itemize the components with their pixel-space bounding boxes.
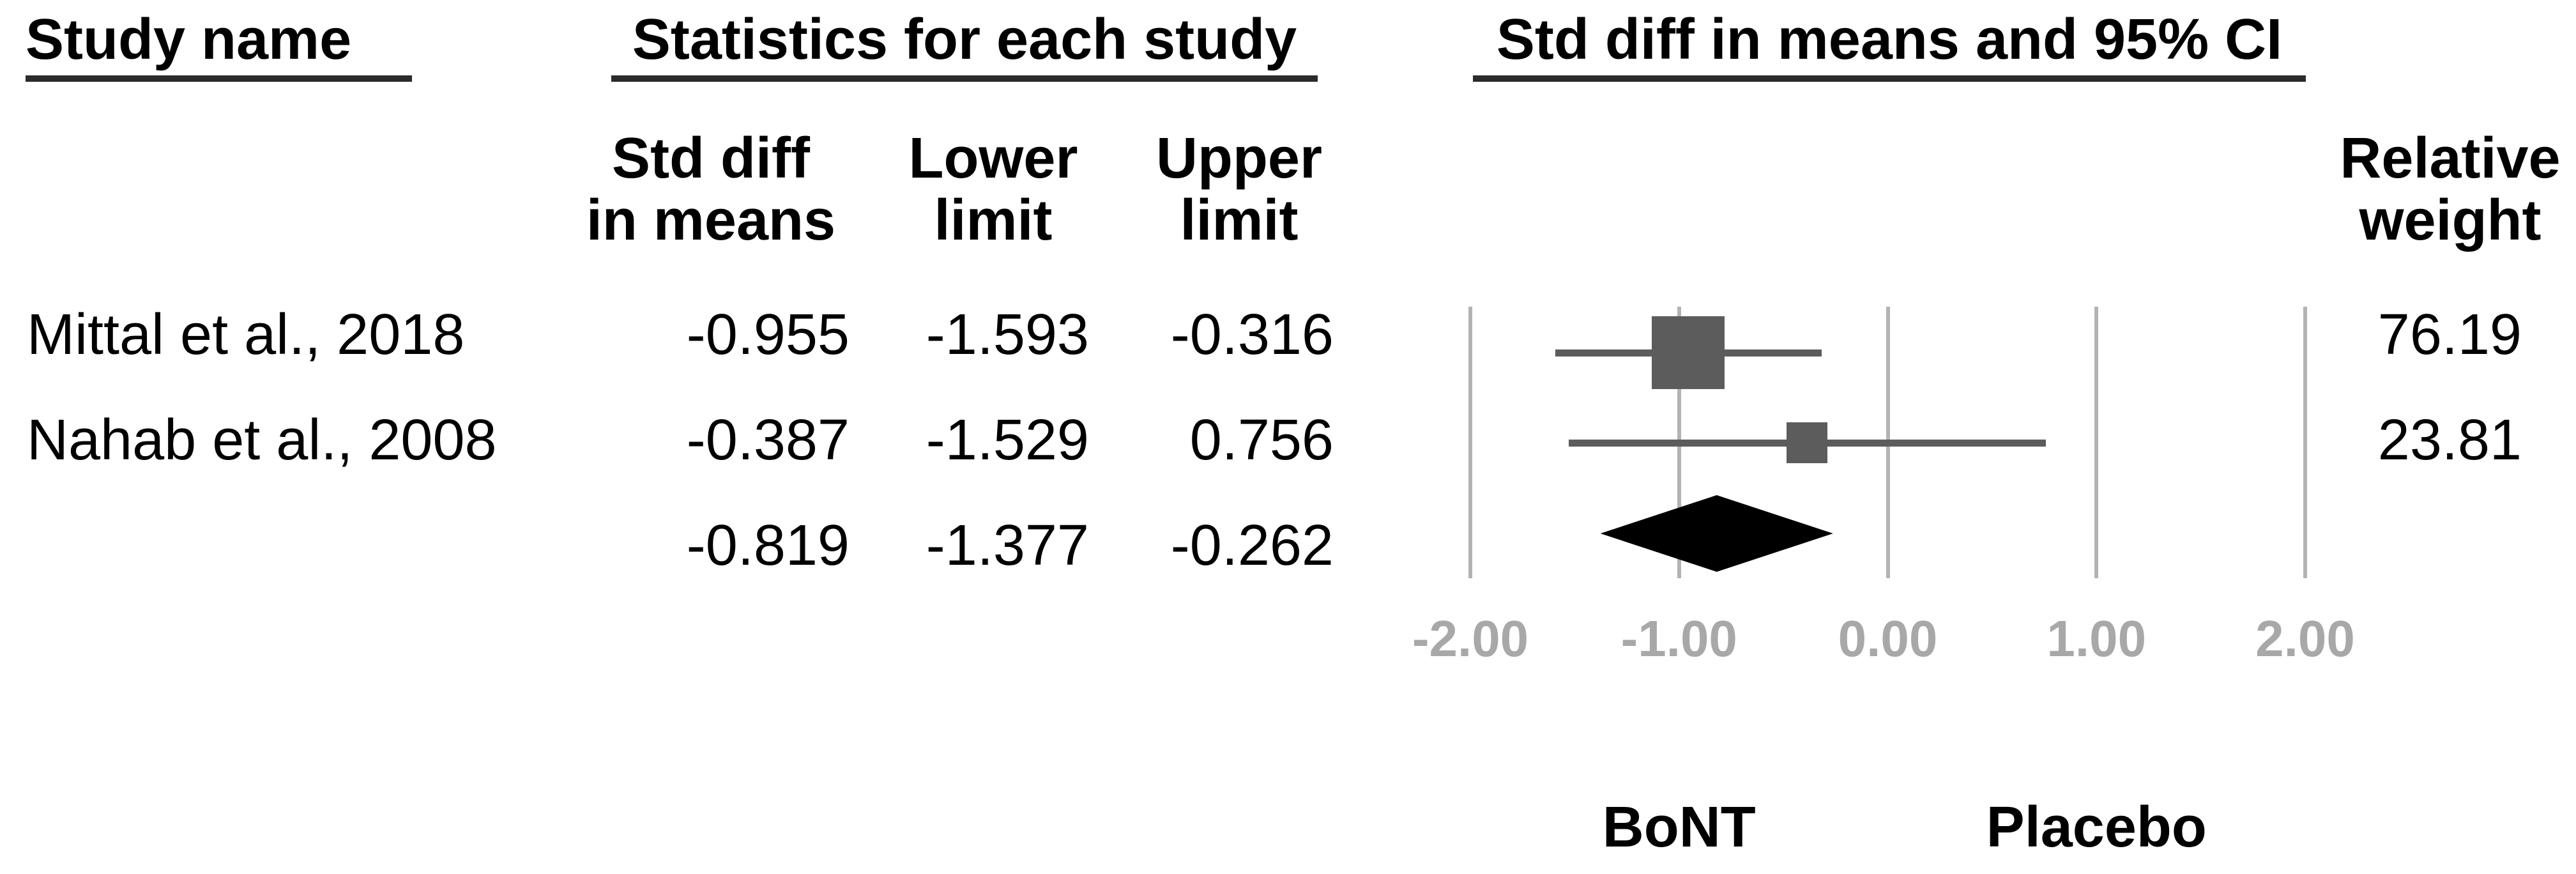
gridline (1468, 307, 1472, 578)
column-header-upper-limit: Upper limit (1079, 128, 1399, 252)
statistics-group-header: Statistics for each study (611, 8, 1318, 82)
x-axis-tick-label: -1.00 (1620, 610, 1737, 667)
gridline (2303, 307, 2307, 578)
statistics-header-label: Statistics for each study (632, 8, 1297, 72)
x-axis-tick-label: 0.00 (1838, 610, 1938, 667)
lower-limit-header-line2: limit (934, 188, 1053, 252)
upper-limit-cell: 0.756 (1189, 408, 1334, 472)
lower-limit-cell: -1.529 (926, 408, 1089, 472)
std-diff-cell: -0.387 (686, 408, 850, 472)
gridline (2094, 307, 2099, 578)
plot-area (1468, 307, 2307, 578)
summary-std-diff-cell: -0.819 (686, 514, 850, 578)
std-diff-header-line1: Std diff (612, 126, 810, 190)
effect-size-marker (1652, 316, 1725, 389)
relative-weight-header-line1: Relative (2340, 126, 2561, 190)
effect-size-marker (1787, 422, 1828, 463)
group-label-placebo: Placebo (1986, 795, 2207, 859)
x-axis-tick-label: 1.00 (2046, 610, 2147, 667)
upper-limit-header-line1: Upper (1155, 126, 1323, 190)
std-diff-header-line2: in means (586, 188, 836, 252)
relative-weight-header-line2: weight (2359, 188, 2542, 252)
upper-limit-cell: -0.316 (1170, 303, 1334, 367)
plot-group-header: Std diff in means and 95% CI (1473, 8, 2306, 82)
summary-diamond (1600, 495, 1833, 572)
column-header-lower-limit: Lower limit (834, 128, 1153, 252)
table-row: Mittal et al., 2018 -0.955 -1.593 -0.316… (0, 299, 2576, 371)
column-header-std-diff: Std diff in means (551, 128, 871, 252)
study-name-cell: Nahab et al., 2008 (27, 408, 497, 472)
x-axis: -2.00 -1.00 0.00 1.00 2.00 (1412, 608, 2355, 670)
std-diff-cell: -0.955 (686, 303, 850, 367)
axis-group-labels: BoNT Placebo (1470, 794, 2305, 864)
summary-lower-limit-cell: -1.377 (926, 514, 1089, 578)
table-row: Nahab et al., 2008 -0.387 -1.529 0.756 2… (0, 404, 2576, 476)
study-name-cell: Mittal et al., 2018 (27, 303, 465, 367)
lower-limit-cell: -1.593 (926, 303, 1089, 367)
study-name-group-header: Study name (26, 8, 412, 82)
summary-upper-limit-cell: -0.262 (1170, 514, 1334, 578)
relative-weight-cell: 23.81 (2377, 408, 2522, 472)
lower-limit-header-line1: Lower (908, 126, 1078, 190)
x-axis-tick-label: 2.00 (2255, 610, 2355, 667)
upper-limit-header-line2: limit (1180, 188, 1299, 252)
plot-header-label: Std diff in means and 95% CI (1496, 8, 2283, 72)
group-label-bont: BoNT (1602, 795, 1756, 859)
summary-row: -0.819 -1.377 -0.262 (0, 510, 2576, 581)
study-name-header-label: Study name (26, 8, 352, 72)
x-axis-tick-label: -2.00 (1412, 610, 1529, 667)
column-header-relative-weight: Relative weight (2303, 128, 2576, 252)
relative-weight-cell: 76.19 (2377, 303, 2522, 367)
